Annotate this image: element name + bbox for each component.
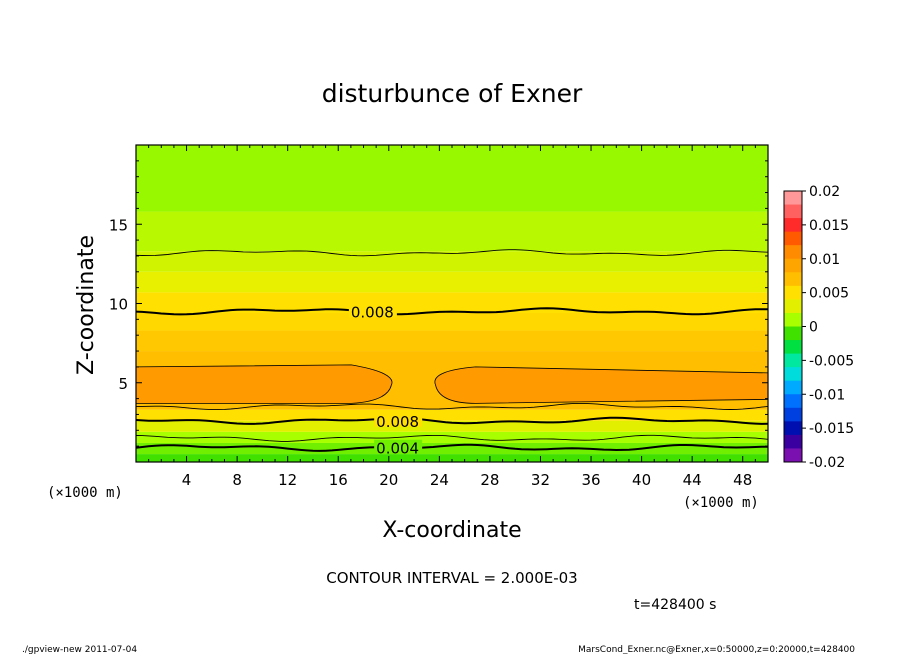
contour-line — [135, 434, 769, 442]
x-axis-label: X-coordinate — [382, 518, 521, 543]
colorbar-label: 0 — [809, 320, 818, 336]
contour-band — [136, 211, 768, 252]
colorbar-swatch — [784, 421, 802, 436]
contour-interval: CONTOUR INTERVAL = 2.000E-03 — [326, 569, 577, 587]
contour-label: 0.008 — [376, 413, 419, 431]
colorbar-label: 0.02 — [809, 184, 840, 200]
contour-band — [136, 145, 768, 212]
colorbar: 0.02 0.015 0.01 0.005 0 -0.005 -0.01 -0.015 -0.0… — [783, 184, 854, 471]
colorbar-swatch — [784, 394, 802, 409]
time-label: t=428400 s — [634, 597, 716, 613]
colorbar-swatch — [784, 367, 802, 382]
contour-band — [136, 330, 768, 352]
x-tick-label: 12 — [278, 471, 297, 489]
contour-band — [136, 251, 768, 272]
contour-blob — [135, 364, 393, 404]
contour-band — [136, 409, 768, 421]
contour-band — [136, 454, 768, 462]
contour-line — [135, 443, 769, 452]
x-tick-label: 16 — [329, 471, 348, 489]
x-tick-label: 32 — [531, 471, 550, 489]
y-axis-label: Z-coordinate — [74, 235, 99, 375]
x-tick-label: 4 — [182, 471, 192, 489]
x-tick-label: 40 — [632, 471, 651, 489]
contour-line — [135, 307, 769, 316]
colorbar-label: 0.01 — [809, 252, 840, 268]
colorbar-swatch — [784, 312, 802, 327]
x-tick-label: 36 — [581, 471, 600, 489]
contour-band — [136, 442, 768, 455]
contour-line — [135, 249, 769, 257]
colorbar-label: -0.01 — [809, 387, 845, 403]
colorbar-swatch — [784, 407, 802, 422]
colorbar-swatch — [784, 258, 802, 273]
contour-band — [136, 431, 768, 443]
colorbar-swatch — [784, 448, 802, 463]
colorbar-swatch — [784, 191, 802, 206]
colorbar-swatch — [784, 204, 802, 219]
y-tick-label: 10 — [109, 296, 128, 314]
contour-band — [136, 420, 768, 432]
colorbar-swatch — [784, 231, 802, 246]
contour-line — [135, 402, 769, 411]
colorbar-swatch — [784, 326, 802, 341]
contour-label: 0.008 — [351, 303, 394, 321]
y-axis: 5 10 15 — [109, 160, 768, 447]
contour-band — [136, 313, 768, 331]
y-tick-label: 15 — [109, 216, 128, 234]
x-tick-label: 28 — [480, 471, 499, 489]
colorbar-swatch — [784, 299, 802, 314]
contour-label: 0.004 — [376, 440, 419, 458]
y-tick-label: 5 — [118, 375, 128, 393]
footer-left: ./gpview-new 2011-07-04 — [22, 645, 137, 654]
contour-band — [136, 271, 768, 293]
colorbar-label: -0.015 — [809, 421, 854, 437]
colorbar-label: -0.005 — [809, 353, 854, 369]
colorbar-label: 0.005 — [809, 286, 849, 302]
x-tick-label: 24 — [430, 471, 449, 489]
contour-line — [135, 416, 769, 425]
colorbar-label: 0.015 — [809, 218, 849, 234]
contour-label-bg — [348, 303, 397, 318]
contour-band — [136, 292, 768, 314]
x-axis: 4 8 12 16 20 24 28 32 36 40 44 48 — [148, 145, 769, 489]
contour-label-bg — [374, 439, 423, 454]
y-axis-unit: (×1000 m) — [47, 485, 123, 501]
x-tick-label: 48 — [733, 471, 752, 489]
chart-title: disturbunce of Exner — [322, 79, 583, 108]
colorbar-swatch — [784, 380, 802, 395]
x-tick-label: 44 — [683, 471, 702, 489]
x-tick-label: 8 — [232, 471, 242, 489]
colorbar-swatch — [784, 218, 802, 233]
x-axis-unit: (×1000 m) — [683, 495, 759, 511]
colorbar-swatch — [784, 340, 802, 355]
colorbar-swatch — [784, 434, 802, 449]
colorbar-swatch — [784, 353, 802, 368]
footer-right: MarsCond_Exner.nc@Exner,x=0:50000,z=0:20… — [578, 645, 855, 654]
colorbar-swatch — [784, 245, 802, 260]
plot-area: 0.004 0.008 0.008 — [135, 144, 769, 463]
contour-blob — [434, 366, 769, 404]
colorbar-label: -0.02 — [809, 455, 845, 471]
contour-label-bg — [374, 412, 423, 427]
x-tick-label: 20 — [379, 471, 398, 489]
colorbar-swatch — [784, 285, 802, 300]
colorbar-swatch — [784, 272, 802, 287]
